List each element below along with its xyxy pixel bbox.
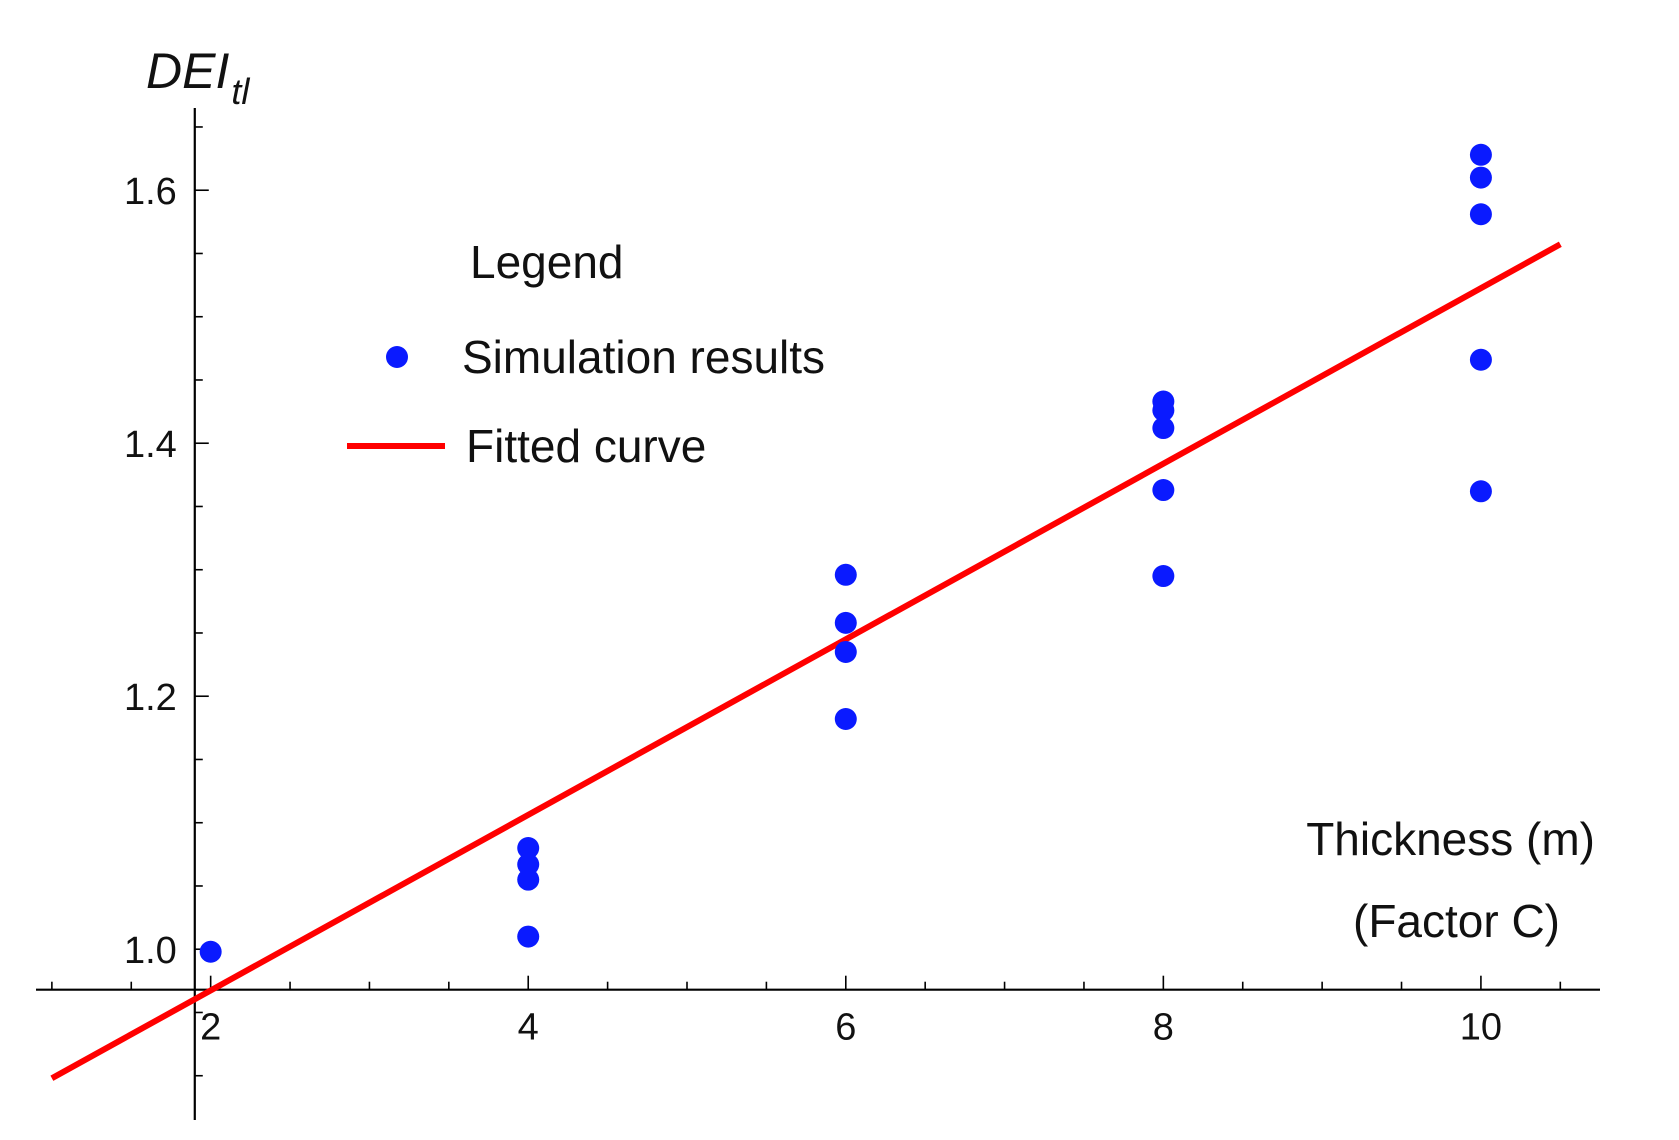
y-tick-label: 1.6 bbox=[124, 171, 177, 213]
data-point bbox=[1152, 399, 1175, 422]
fitted-line bbox=[50, 241, 1562, 1081]
y-axis-label-sub: tl bbox=[231, 71, 250, 112]
x-axis-label-line1: Thickness (m) bbox=[1306, 813, 1595, 865]
data-point bbox=[1469, 166, 1492, 189]
y-axis-label-main: DEI bbox=[146, 43, 229, 99]
data-point bbox=[1152, 565, 1175, 588]
axes bbox=[36, 108, 1600, 1120]
data-point bbox=[517, 853, 540, 876]
legend-label-fitted: Fitted curve bbox=[466, 420, 706, 472]
data-point bbox=[834, 611, 857, 634]
data-point bbox=[1152, 479, 1175, 502]
data-point bbox=[1469, 143, 1492, 166]
fitted-curve bbox=[50, 241, 1562, 1081]
x-tick-label: 8 bbox=[1153, 1007, 1174, 1049]
y-axis-label: DEItl bbox=[146, 43, 250, 112]
data-point bbox=[517, 837, 540, 860]
y-tick-label: 1.0 bbox=[124, 930, 177, 972]
data-point bbox=[834, 640, 857, 663]
legend-marker-simulation bbox=[386, 346, 408, 368]
x-tick-label: 2 bbox=[200, 1007, 221, 1049]
x-tick-label: 10 bbox=[1460, 1007, 1502, 1049]
y-tick-label: 1.4 bbox=[124, 424, 177, 466]
ticks: 2 4 6 8 10 1.0 1.2 1.4 1.6 bbox=[51, 126, 1562, 1077]
x-tick-label: 4 bbox=[518, 1007, 539, 1049]
legend-title: Legend bbox=[470, 236, 624, 288]
data-point bbox=[1469, 480, 1492, 503]
data-point bbox=[517, 925, 540, 948]
data-point bbox=[1469, 348, 1492, 371]
x-axis-label-line2: (Factor C) bbox=[1353, 895, 1560, 947]
simulation-points bbox=[199, 143, 1492, 963]
data-point bbox=[517, 868, 540, 891]
x-tick-label: 6 bbox=[835, 1007, 856, 1049]
data-point bbox=[1469, 203, 1492, 226]
y-tick-label: 1.2 bbox=[124, 677, 177, 719]
data-point bbox=[834, 563, 857, 586]
legend: Legend Simulation results Fitted curve bbox=[347, 236, 825, 472]
legend-label-simulation: Simulation results bbox=[462, 331, 825, 383]
data-point bbox=[199, 940, 222, 963]
data-point bbox=[834, 707, 857, 730]
data-point bbox=[1152, 417, 1175, 440]
